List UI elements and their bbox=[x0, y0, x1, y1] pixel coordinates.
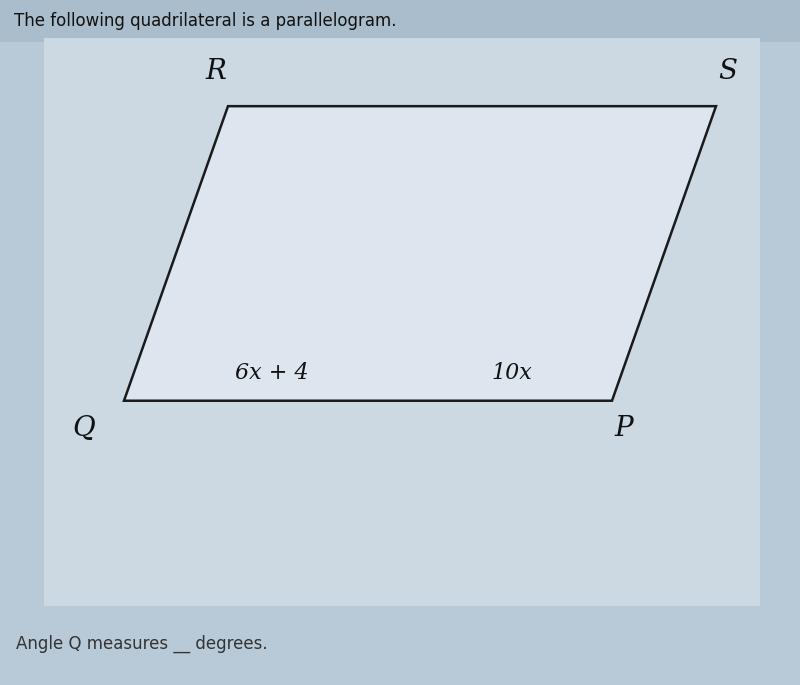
Text: 6x + 4: 6x + 4 bbox=[235, 362, 309, 384]
Text: S: S bbox=[718, 58, 738, 86]
Text: 10x: 10x bbox=[492, 362, 532, 384]
Bar bbox=[0, 0, 800, 42]
Polygon shape bbox=[124, 106, 716, 401]
Text: R: R bbox=[206, 58, 226, 86]
Text: Q: Q bbox=[73, 414, 95, 442]
Text: The following quadrilateral is a parallelogram.: The following quadrilateral is a paralle… bbox=[14, 12, 397, 30]
Bar bbox=[44, 38, 760, 606]
Text: Angle Q measures __ degrees.: Angle Q measures __ degrees. bbox=[16, 635, 268, 653]
Text: P: P bbox=[614, 414, 634, 442]
